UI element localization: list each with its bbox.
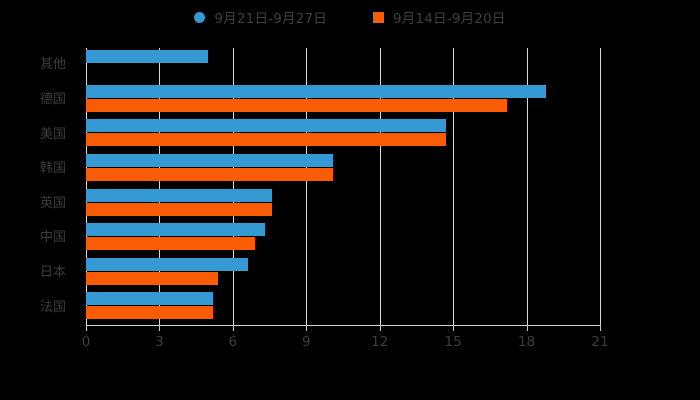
y-axis-label-法国: 法国 bbox=[39, 299, 66, 315]
x-axis-tick bbox=[379, 325, 381, 331]
gridline bbox=[232, 48, 234, 325]
y-axis-label-其他: 其他 bbox=[39, 57, 66, 73]
x-axis: 0 3 6 9 12 15 18 21 bbox=[82, 325, 609, 365]
bar-group bbox=[86, 152, 600, 187]
y-axis-label-英国: 英国 bbox=[39, 195, 66, 211]
legend-item-series-0[interactable]: 9月21日-9月27日 bbox=[194, 7, 327, 27]
legend-label-series-0: 9月21日-9月27日 bbox=[214, 11, 327, 27]
gridline bbox=[379, 48, 381, 325]
plot-area bbox=[86, 48, 601, 325]
bar-美国-series-0[interactable] bbox=[86, 119, 446, 133]
legend-label-series-1: 9月14日-9月20日 bbox=[393, 11, 506, 27]
bar-英国-series-0[interactable] bbox=[86, 188, 273, 202]
x-axis-tick-label-9: 9 bbox=[301, 334, 311, 350]
bar-德国-series-0[interactable] bbox=[86, 84, 547, 98]
x-axis-tick-label-18: 18 bbox=[517, 334, 536, 350]
y-axis-label-日本: 日本 bbox=[39, 265, 66, 281]
bar-group bbox=[86, 256, 600, 291]
bar-group bbox=[86, 290, 600, 325]
x-axis-tick bbox=[232, 325, 234, 331]
x-axis-tick bbox=[526, 325, 528, 331]
x-axis-tick bbox=[86, 325, 87, 331]
bar-法国-series-1[interactable] bbox=[86, 306, 214, 320]
y-axis-label-美国: 美国 bbox=[39, 126, 66, 142]
gridline bbox=[86, 48, 87, 325]
bar-英国-series-1[interactable] bbox=[86, 202, 273, 216]
x-axis-tick-label-12: 12 bbox=[371, 334, 389, 350]
bar-日本-series-1[interactable] bbox=[86, 271, 219, 285]
bar-德国-series-1[interactable] bbox=[86, 98, 507, 112]
y-axis-label-韩国: 韩国 bbox=[39, 161, 66, 177]
legend-color-swatch-icon bbox=[373, 11, 384, 23]
x-axis-tick bbox=[600, 325, 601, 331]
x-axis-tick bbox=[306, 325, 308, 331]
x-axis-tick-label-21: 21 bbox=[591, 334, 609, 350]
y-axis-label-中国: 中国 bbox=[39, 230, 66, 246]
chart-legend: 9月21日-9月27日 9月14日-9月20日 bbox=[0, 0, 700, 34]
gridline bbox=[159, 48, 161, 325]
bar-group bbox=[86, 117, 600, 152]
y-axis-label-德国: 德国 bbox=[39, 91, 66, 107]
x-axis-tick-label-0: 0 bbox=[81, 334, 91, 350]
bar-韩国-series-0[interactable] bbox=[86, 153, 334, 167]
bar-美国-series-1[interactable] bbox=[86, 133, 446, 147]
x-axis-tick bbox=[453, 325, 455, 331]
bar-中国-series-0[interactable] bbox=[86, 223, 265, 237]
x-axis-tick-label-3: 3 bbox=[155, 334, 164, 350]
bar-group bbox=[86, 48, 600, 83]
x-axis-tick-label-15: 15 bbox=[444, 334, 462, 350]
x-axis-line bbox=[86, 325, 601, 326]
gridline bbox=[600, 48, 601, 325]
x-axis-tick bbox=[159, 325, 161, 331]
bar-韩国-series-1[interactable] bbox=[86, 167, 334, 181]
bar-其他-series-0[interactable] bbox=[86, 50, 209, 63]
bar-group bbox=[86, 83, 600, 118]
gridline bbox=[526, 48, 528, 325]
legend-color-swatch-icon bbox=[194, 11, 206, 23]
gridline bbox=[453, 48, 455, 325]
y-axis-labels: 其他德国美国韩国英国中国日本法国 bbox=[0, 48, 76, 325]
bar-group bbox=[86, 187, 600, 222]
bar-法国-series-0[interactable] bbox=[86, 292, 214, 306]
gridline bbox=[306, 48, 308, 325]
bar-中国-series-1[interactable] bbox=[86, 237, 255, 251]
legend-item-series-1[interactable]: 9月14日-9月20日 bbox=[373, 7, 506, 27]
x-axis-tick-label-6: 6 bbox=[228, 334, 238, 350]
bar-group bbox=[86, 221, 600, 256]
bar-日本-series-0[interactable] bbox=[86, 257, 248, 271]
